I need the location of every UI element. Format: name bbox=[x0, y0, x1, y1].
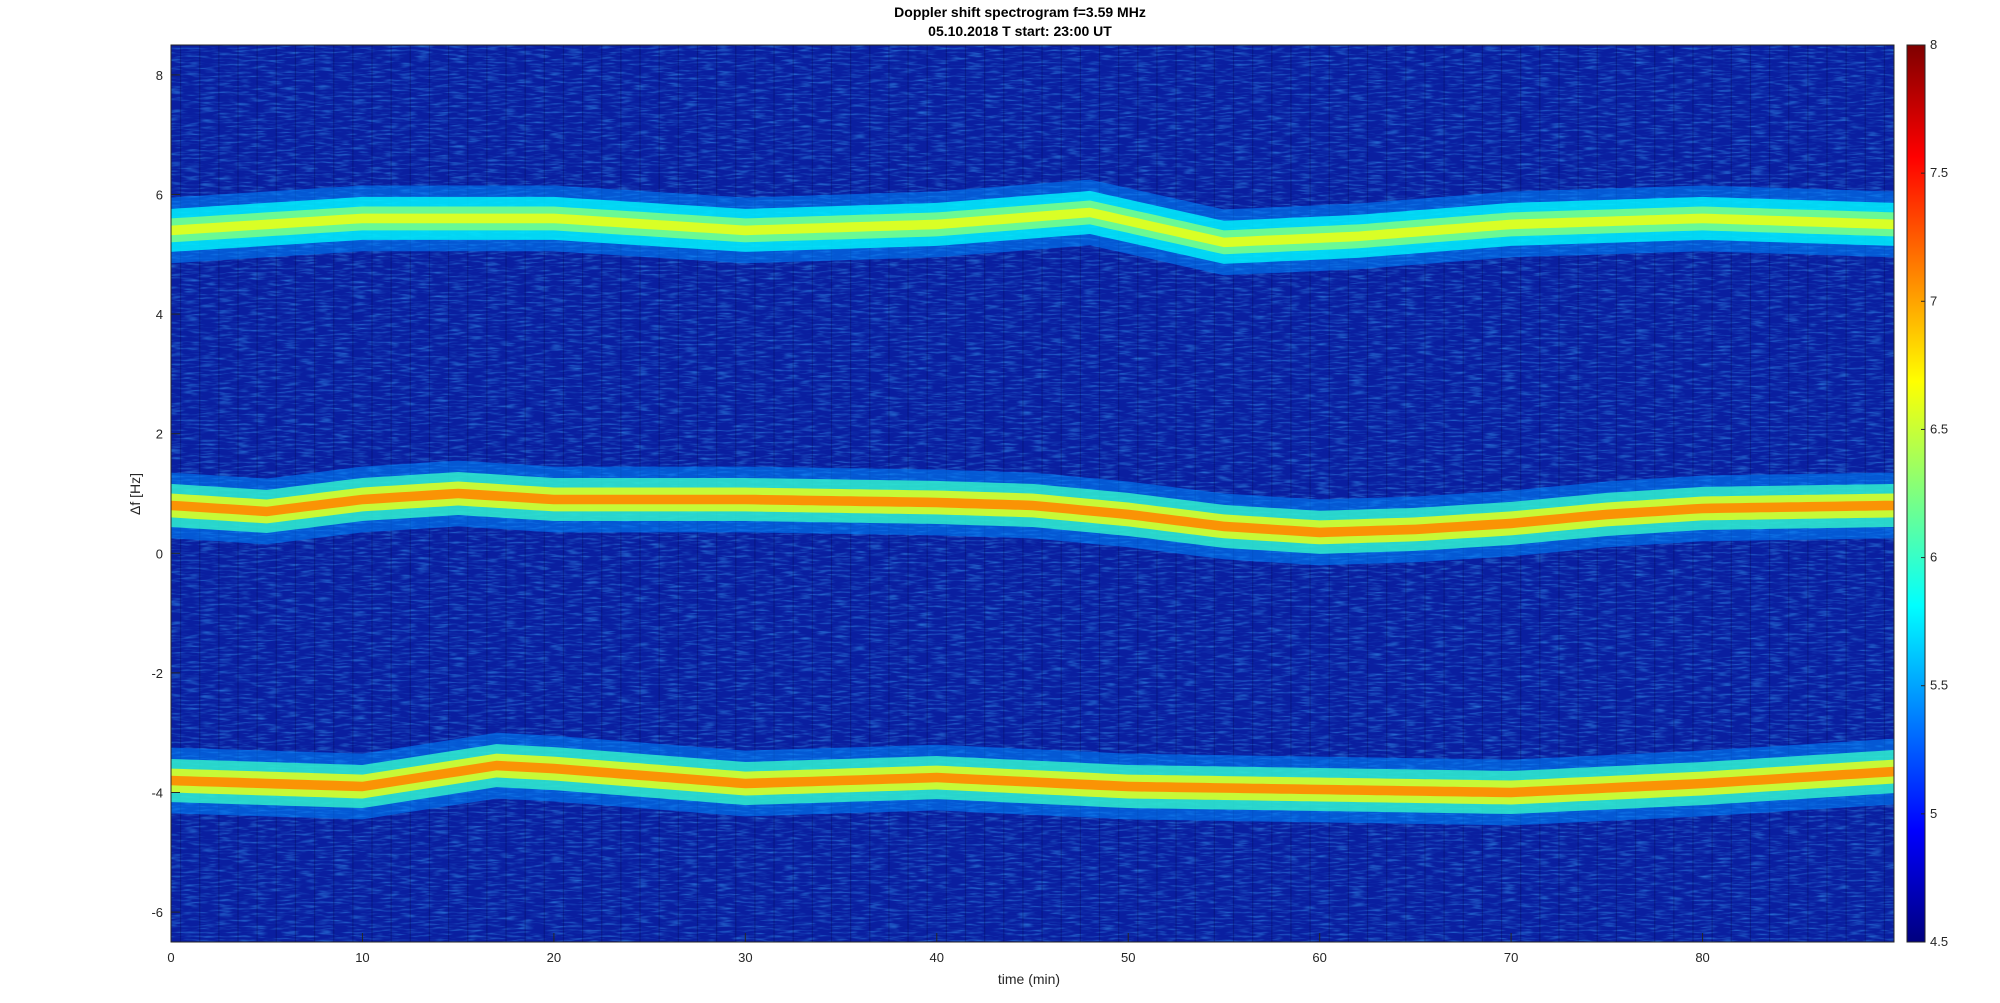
colorbar-tick-label: 4.5 bbox=[1930, 934, 1948, 949]
y-axis-label: Δf [Hz] bbox=[127, 473, 143, 515]
chart-title: Doppler shift spectrogram f=3.59 MHz bbox=[894, 4, 1146, 20]
x-tick-label: 50 bbox=[1121, 950, 1135, 965]
y-tick-label: 4 bbox=[156, 307, 163, 322]
colorbar-tick-label: 7 bbox=[1930, 293, 1937, 308]
x-tick-label: 60 bbox=[1312, 950, 1326, 965]
spectral-band-2 bbox=[171, 460, 1894, 566]
y-tick-label: 0 bbox=[156, 546, 163, 561]
colorbar-tick-label: 6 bbox=[1930, 550, 1937, 565]
y-tick-label: -2 bbox=[151, 666, 163, 681]
x-tick-label: 30 bbox=[738, 950, 752, 965]
colorbar-gradient bbox=[1906, 44, 1926, 943]
x-tick-label: 80 bbox=[1695, 950, 1709, 965]
y-tick-label: 8 bbox=[156, 68, 163, 83]
y-tick-label: 6 bbox=[156, 188, 163, 203]
colorbar-tick-label: 7.5 bbox=[1930, 165, 1948, 180]
colorbar-tick-label: 8 bbox=[1930, 37, 1937, 52]
colorbar-tick-label: 5.5 bbox=[1930, 678, 1948, 693]
spectral-band-3 bbox=[171, 732, 1894, 826]
x-tick-label: 40 bbox=[930, 950, 944, 965]
spectral-band-1 bbox=[171, 179, 1894, 276]
y-axis: -6 -4 -2 0 2 4 6 8 bbox=[151, 68, 180, 920]
x-tick-label: 10 bbox=[355, 950, 369, 965]
plot-area bbox=[170, 44, 1895, 943]
x-tick-label: 0 bbox=[167, 950, 174, 965]
colorbar: 4.5 5 5.5 6 6.5 7 7.5 8 bbox=[1906, 37, 1948, 949]
x-tick-label: 20 bbox=[547, 950, 561, 965]
x-tick-label: 70 bbox=[1504, 950, 1518, 965]
chart-subtitle: 05.10.2018 T start: 23:00 UT bbox=[928, 23, 1112, 39]
x-axis: 0 10 20 30 40 50 60 70 80 bbox=[167, 933, 1710, 965]
y-tick-label: -6 bbox=[151, 905, 163, 920]
x-axis-label: time (min) bbox=[998, 971, 1060, 987]
colorbar-tick-label: 5 bbox=[1930, 806, 1937, 821]
y-tick-label: 2 bbox=[156, 427, 163, 442]
plot-frame bbox=[170, 44, 1895, 943]
y-tick-label: -4 bbox=[151, 786, 163, 801]
colorbar-tick-label: 6.5 bbox=[1930, 421, 1948, 436]
